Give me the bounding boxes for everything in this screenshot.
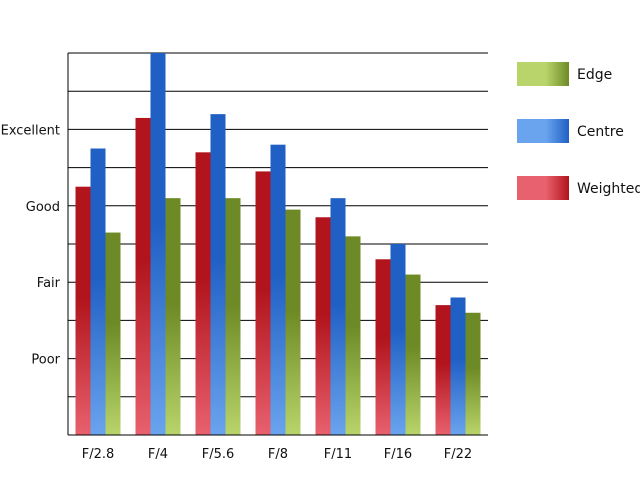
bar-weighted-f11	[315, 217, 331, 435]
bar-edge-f56	[225, 198, 241, 435]
y-tick-label: Good	[26, 200, 60, 215]
axes	[67, 53, 488, 436]
legend: Edge Centre Weighted	[517, 62, 640, 200]
x-tick-label: F/4	[148, 447, 168, 462]
bar-edge-f11	[345, 236, 361, 435]
bar-centre-f28	[90, 148, 106, 435]
bar-edge-f16	[405, 274, 421, 435]
bar-centre-f56	[210, 114, 226, 436]
y-tick-label: Fair	[37, 276, 61, 291]
y-tick-labels: Poor Fair Good Excellent	[1, 123, 61, 367]
legend-label-edge: Edge	[577, 67, 612, 83]
bar-centre-f8	[270, 144, 286, 435]
bar-centre-f11	[330, 198, 346, 435]
legend-label-centre: Centre	[577, 124, 624, 140]
x-tick-label: F/5.6	[202, 447, 235, 462]
x-tick-label: F/8	[268, 447, 288, 462]
legend-label-weighted: Weighted	[577, 181, 640, 197]
legend-swatch-edge	[517, 62, 569, 86]
y-tick-label: Excellent	[1, 123, 60, 138]
legend-swatch-centre	[517, 119, 569, 143]
x-tick-label: F/22	[444, 447, 472, 462]
bar-weighted-f28	[75, 186, 91, 435]
x-tick-label: F/11	[324, 447, 352, 462]
bar-weighted-f56	[195, 152, 211, 435]
bar-edge-f22	[465, 312, 481, 435]
x-tick-labels: F/2.8 F/4 F/5.6 F/8 F/11 F/16 F/22	[82, 447, 472, 462]
y-tick-label: Poor	[31, 353, 60, 368]
bar-edge-f28	[105, 232, 121, 435]
bar-weighted-f22	[435, 305, 451, 435]
bar-weighted-f8	[255, 171, 271, 436]
bar-edge-f4	[165, 198, 181, 435]
bar-centre-f16	[390, 244, 406, 435]
bar-centre-f22	[450, 297, 466, 435]
bar-weighted-f4	[135, 117, 151, 435]
bars	[75, 53, 481, 436]
x-tick-label: F/2.8	[82, 447, 115, 462]
legend-swatch-weighted	[517, 176, 569, 200]
bar-edge-f8	[285, 209, 301, 435]
x-tick-label: F/16	[384, 447, 412, 462]
bar-weighted-f16	[375, 259, 391, 435]
bar-centre-f4	[150, 53, 166, 435]
